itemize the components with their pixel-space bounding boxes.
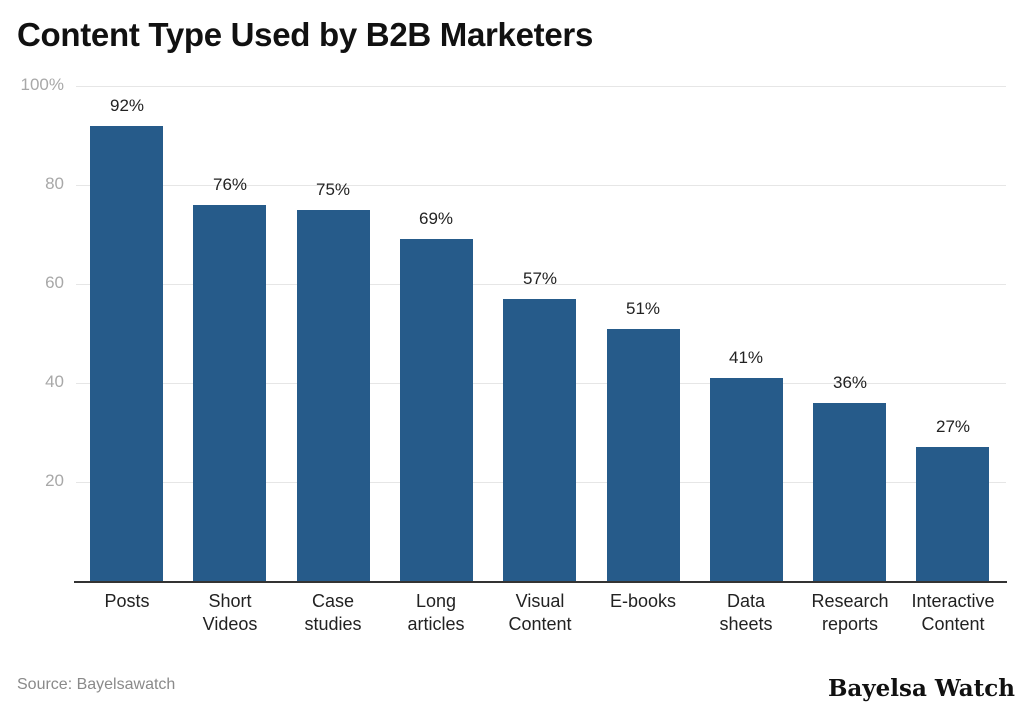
bar (297, 210, 370, 581)
value-label: 51% (625, 299, 661, 318)
source-note: Source: Bayelsawatch (17, 676, 176, 693)
gridline (76, 86, 1006, 87)
x-tick-label: Data sheets (719, 591, 773, 634)
bar (193, 205, 266, 581)
bar (90, 126, 163, 581)
value-label: 75% (315, 180, 351, 199)
y-tick-label: 20 (45, 471, 64, 490)
gridline (76, 185, 1006, 186)
x-tick-label: E-books (609, 591, 677, 611)
bar (916, 447, 989, 581)
x-tick-label: Visual Content (508, 591, 572, 634)
value-label: 57% (522, 269, 558, 288)
brand-logo: Bayelsa Watch (827, 675, 1015, 702)
x-tick-label: Case studies (304, 591, 362, 634)
x-tick-label: Posts (104, 591, 150, 611)
y-tick-label: 100% (20, 75, 64, 94)
value-label: 27% (935, 417, 971, 436)
bar (503, 299, 576, 581)
x-tick-label: Short Videos (202, 591, 258, 634)
bar (813, 403, 886, 581)
chart-title: Content Type Used by B2B Marketers (17, 16, 594, 53)
x-tick-label: Interactive Content (911, 591, 995, 634)
bar (400, 239, 473, 581)
bar (607, 329, 680, 581)
y-tick-label: 40 (45, 372, 64, 391)
gridline (76, 284, 1006, 285)
x-tick-label: Research reports (811, 591, 889, 634)
y-tick-label: 60 (45, 273, 64, 292)
value-label: 36% (832, 373, 868, 392)
x-tick-label: Long articles (407, 591, 465, 634)
value-label: 69% (418, 209, 454, 228)
value-label: 92% (109, 96, 145, 115)
value-label: 76% (212, 175, 248, 194)
y-tick-label: 80 (45, 174, 64, 193)
x-axis-line (74, 581, 1007, 583)
bar (710, 378, 783, 581)
value-label: 41% (728, 348, 764, 367)
